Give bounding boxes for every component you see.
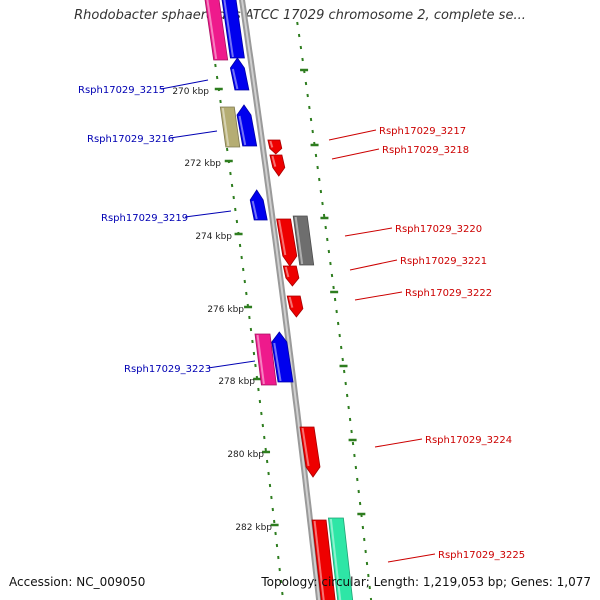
leader-rsph17029-3217 bbox=[328, 129, 377, 141]
gene-label-rsph17029-3223[interactable]: Rsph17029_3223 bbox=[124, 364, 211, 375]
backbone-highlight bbox=[240, 0, 321, 600]
leader-rsph17029-3218 bbox=[331, 148, 380, 160]
leader-rsph17029-3216 bbox=[169, 130, 218, 139]
gene-label-rsph17029-3218[interactable]: Rsph17029_3218 bbox=[382, 145, 469, 156]
gene-arrow-rsph17029-3220[interactable] bbox=[276, 218, 298, 267]
gene-arrow-blue-top[interactable] bbox=[221, 0, 245, 59]
gene-arrow-rsph17029-3216-khaki[interactable] bbox=[219, 106, 241, 148]
gene-label-rsph17029-3217[interactable]: Rsph17029_3217 bbox=[379, 126, 466, 137]
gene-label-rsph17029-3224[interactable]: Rsph17029_3224 bbox=[425, 435, 512, 446]
leader-rsph17029-3223 bbox=[207, 360, 256, 369]
gene-label-rsph17029-3215[interactable]: Rsph17029_3215 bbox=[78, 85, 165, 96]
leader-rsph17029-3215 bbox=[160, 79, 209, 90]
gene-arrow-rsph17029-3219[interactable] bbox=[249, 189, 268, 221]
gene-label-rsph17029-3221[interactable]: Rsph17029_3221 bbox=[400, 256, 487, 267]
leader-rsph17029-3220 bbox=[344, 227, 393, 237]
gene-label-rsph17029-3219[interactable]: Rsph17029_3219 bbox=[101, 213, 188, 224]
accession-text: Accession: NC_009050 bbox=[9, 575, 146, 589]
gene-arrow-rsph17029-3215[interactable] bbox=[229, 57, 250, 91]
gene-arrow-rsph17029-3225-aqua[interactable] bbox=[327, 517, 354, 600]
leader-rsph17029-3224 bbox=[374, 438, 423, 448]
gene-arrow-magenta-top[interactable] bbox=[204, 0, 229, 61]
labels: 270 kbp 272 kbp 274 kbp 276 kbp 278 kbp … bbox=[78, 79, 525, 563]
gene-arrow-rsph17029-3222[interactable] bbox=[286, 295, 304, 318]
gene-arrow-rsph17029-3216[interactable] bbox=[236, 104, 258, 147]
gene-label-rsph17029-3220[interactable]: Rsph17029_3220 bbox=[395, 224, 482, 235]
scale-label-272kbp: 272 kbp bbox=[184, 159, 221, 169]
gene-arrow-rsph17029-3217[interactable] bbox=[267, 139, 283, 155]
genome-summary-text: Topology: circular; Length: 1,219,053 bp… bbox=[261, 575, 591, 589]
scale-label-282kbp: 282 kbp bbox=[235, 523, 272, 533]
gene-arrow-rsph17029-3218[interactable] bbox=[269, 154, 286, 177]
leader-rsph17029-3225 bbox=[387, 553, 436, 563]
gene-label-rsph17029-3225[interactable]: Rsph17029_3225 bbox=[438, 550, 525, 561]
scale-label-276kbp: 276 kbp bbox=[207, 305, 244, 315]
scale-label-280kbp: 280 kbp bbox=[227, 450, 264, 460]
gene-arrow-rsph17029-3223[interactable] bbox=[271, 331, 294, 383]
tick-marks bbox=[207, 15, 373, 600]
gene-arrow-rsph17029-3220-gray[interactable] bbox=[292, 215, 315, 266]
leader-rsph17029-3221 bbox=[349, 259, 398, 271]
gene-arrow-rsph17029-3221[interactable] bbox=[282, 265, 300, 287]
gene-label-rsph17029-3222[interactable]: Rsph17029_3222 bbox=[405, 288, 492, 299]
leader-rsph17029-3222 bbox=[354, 291, 403, 301]
gene-arrow-rsph17029-3225[interactable] bbox=[311, 519, 336, 600]
backbone bbox=[238, 0, 323, 600]
gene-label-rsph17029-3216[interactable]: Rsph17029_3216 bbox=[87, 134, 174, 145]
gene-features bbox=[204, 0, 354, 600]
gene-arrow-rsph17029-3224[interactable] bbox=[299, 426, 321, 478]
scale-label-270kbp: 270 kbp bbox=[172, 87, 209, 97]
scale-label-278kbp: 278 kbp bbox=[218, 377, 255, 387]
gene-arrow-rsph17029-3223-magenta[interactable] bbox=[254, 333, 277, 386]
scale-label-274kbp: 274 kbp bbox=[195, 232, 232, 242]
leader-rsph17029-3219 bbox=[184, 210, 232, 218]
map-title: Rhodobacter sphaeroides ATCC 17029 chrom… bbox=[74, 8, 526, 23]
